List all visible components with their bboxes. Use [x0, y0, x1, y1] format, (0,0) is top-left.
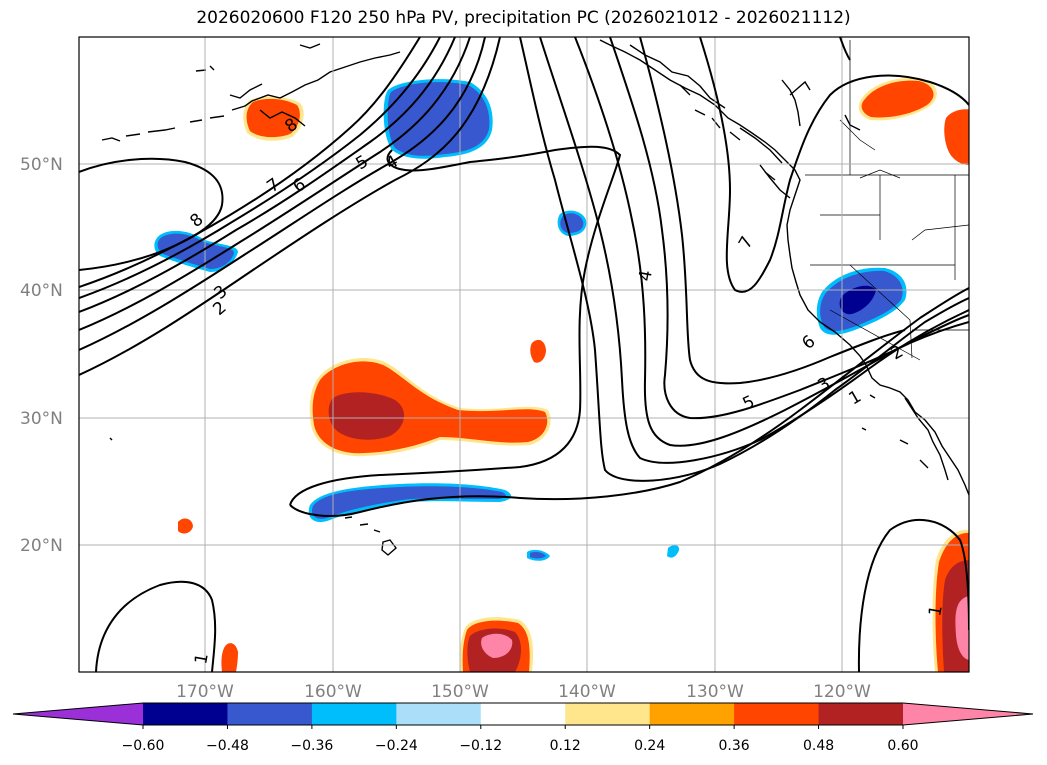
precip-area: [861, 80, 934, 118]
colorbar-tick-label: −0.60: [122, 738, 165, 754]
colorbar-tick-label: −0.36: [290, 738, 333, 754]
map-title: 2026020600 F120 250 hPa PV, precipitatio…: [196, 8, 851, 28]
precip-positive-areas: [178, 77, 969, 672]
pv-contour: [79, 37, 441, 299]
colorbar-tick-label: −0.12: [459, 738, 502, 754]
lon-label: 130°W: [686, 682, 744, 702]
contour-label: 1: [191, 652, 213, 666]
pv-contour: [79, 37, 486, 351]
precip-area: [221, 643, 238, 672]
contour-label: 4: [635, 269, 657, 283]
precip-area: [328, 392, 405, 440]
lon-label: 120°W: [813, 682, 871, 702]
lon-label: 150°W: [431, 682, 489, 702]
pv-contours: [79, 37, 969, 672]
colorbar-segment: [143, 703, 228, 725]
colorbar-tick-label: −0.24: [375, 738, 418, 754]
pv-contour: [699, 37, 969, 293]
colorbar-tick-label: 0.48: [803, 738, 834, 754]
pv-contour: [639, 37, 906, 385]
pv-contour: [79, 37, 501, 376]
colorbar-segment: [480, 703, 566, 725]
colorbar-tick-label: 0.60: [887, 738, 918, 754]
colorbar-segment: [396, 703, 482, 725]
longitude-labels: 170°W 160°W 150°W 140°W 130°W 120°W: [176, 682, 871, 702]
map-plot-area: [79, 37, 969, 672]
latitude-labels: 50°N 40°N 30°N 20°N: [20, 155, 63, 556]
pv-contour: [539, 37, 969, 464]
map-frame: [78, 36, 970, 673]
pv-contour: [857, 518, 969, 672]
colorbar-extend-high: [903, 703, 1033, 725]
precip-area: [481, 633, 513, 658]
pv-contour: [79, 37, 471, 331]
colorbar-tick-label: 0.36: [719, 738, 750, 754]
lat-label: 40°N: [20, 281, 63, 301]
lat-label: 20°N: [20, 536, 63, 556]
pv-contour: [839, 37, 851, 61]
lon-label: 170°W: [176, 682, 234, 702]
colorbar-tick-label: −0.48: [206, 738, 249, 754]
lat-label: 30°N: [20, 409, 63, 429]
graticule: [79, 37, 969, 672]
pv-contour: [95, 580, 217, 672]
precip-area: [311, 486, 507, 519]
colorbar-segment: [649, 703, 735, 725]
colorbar-segment: [818, 703, 904, 725]
contour-label: 1: [925, 604, 947, 618]
lon-label: 140°W: [558, 682, 616, 702]
pv-contour: [289, 145, 622, 506]
colorbar-segment: [734, 703, 820, 725]
precip-area: [667, 545, 680, 558]
precip-area: [387, 82, 490, 156]
colorbar-segment: [565, 703, 651, 725]
precip-area: [178, 518, 193, 534]
colorbar-tick-label: 0.12: [550, 738, 581, 754]
pv-contour: [79, 37, 456, 313]
precip-area: [839, 285, 876, 315]
colorbar-segment: [311, 703, 397, 725]
colorbar-extend-low: [13, 703, 143, 725]
precip-area: [246, 98, 300, 138]
precip-area: [157, 233, 234, 269]
colorbar-segment: [227, 703, 313, 725]
pv-contour: [79, 157, 224, 271]
pv-contour: [79, 37, 421, 288]
lon-label: 160°W: [304, 682, 362, 702]
precip-area: [530, 552, 546, 559]
pv-contour: [519, 37, 969, 482]
precip-area: [530, 339, 546, 363]
colorbar-tick-label: 0.24: [634, 738, 665, 754]
political-borders: [805, 40, 969, 361]
colorbar: −0.60 −0.48 −0.36 −0.24 −0.12 0.12 0.24 0.36 0.4…: [12, 702, 1034, 754]
precip-area: [944, 109, 969, 166]
pv-contour: [609, 37, 969, 420]
lat-label: 50°N: [20, 155, 63, 175]
coastlines: [101, 39, 969, 556]
precip-area: [955, 596, 969, 660]
